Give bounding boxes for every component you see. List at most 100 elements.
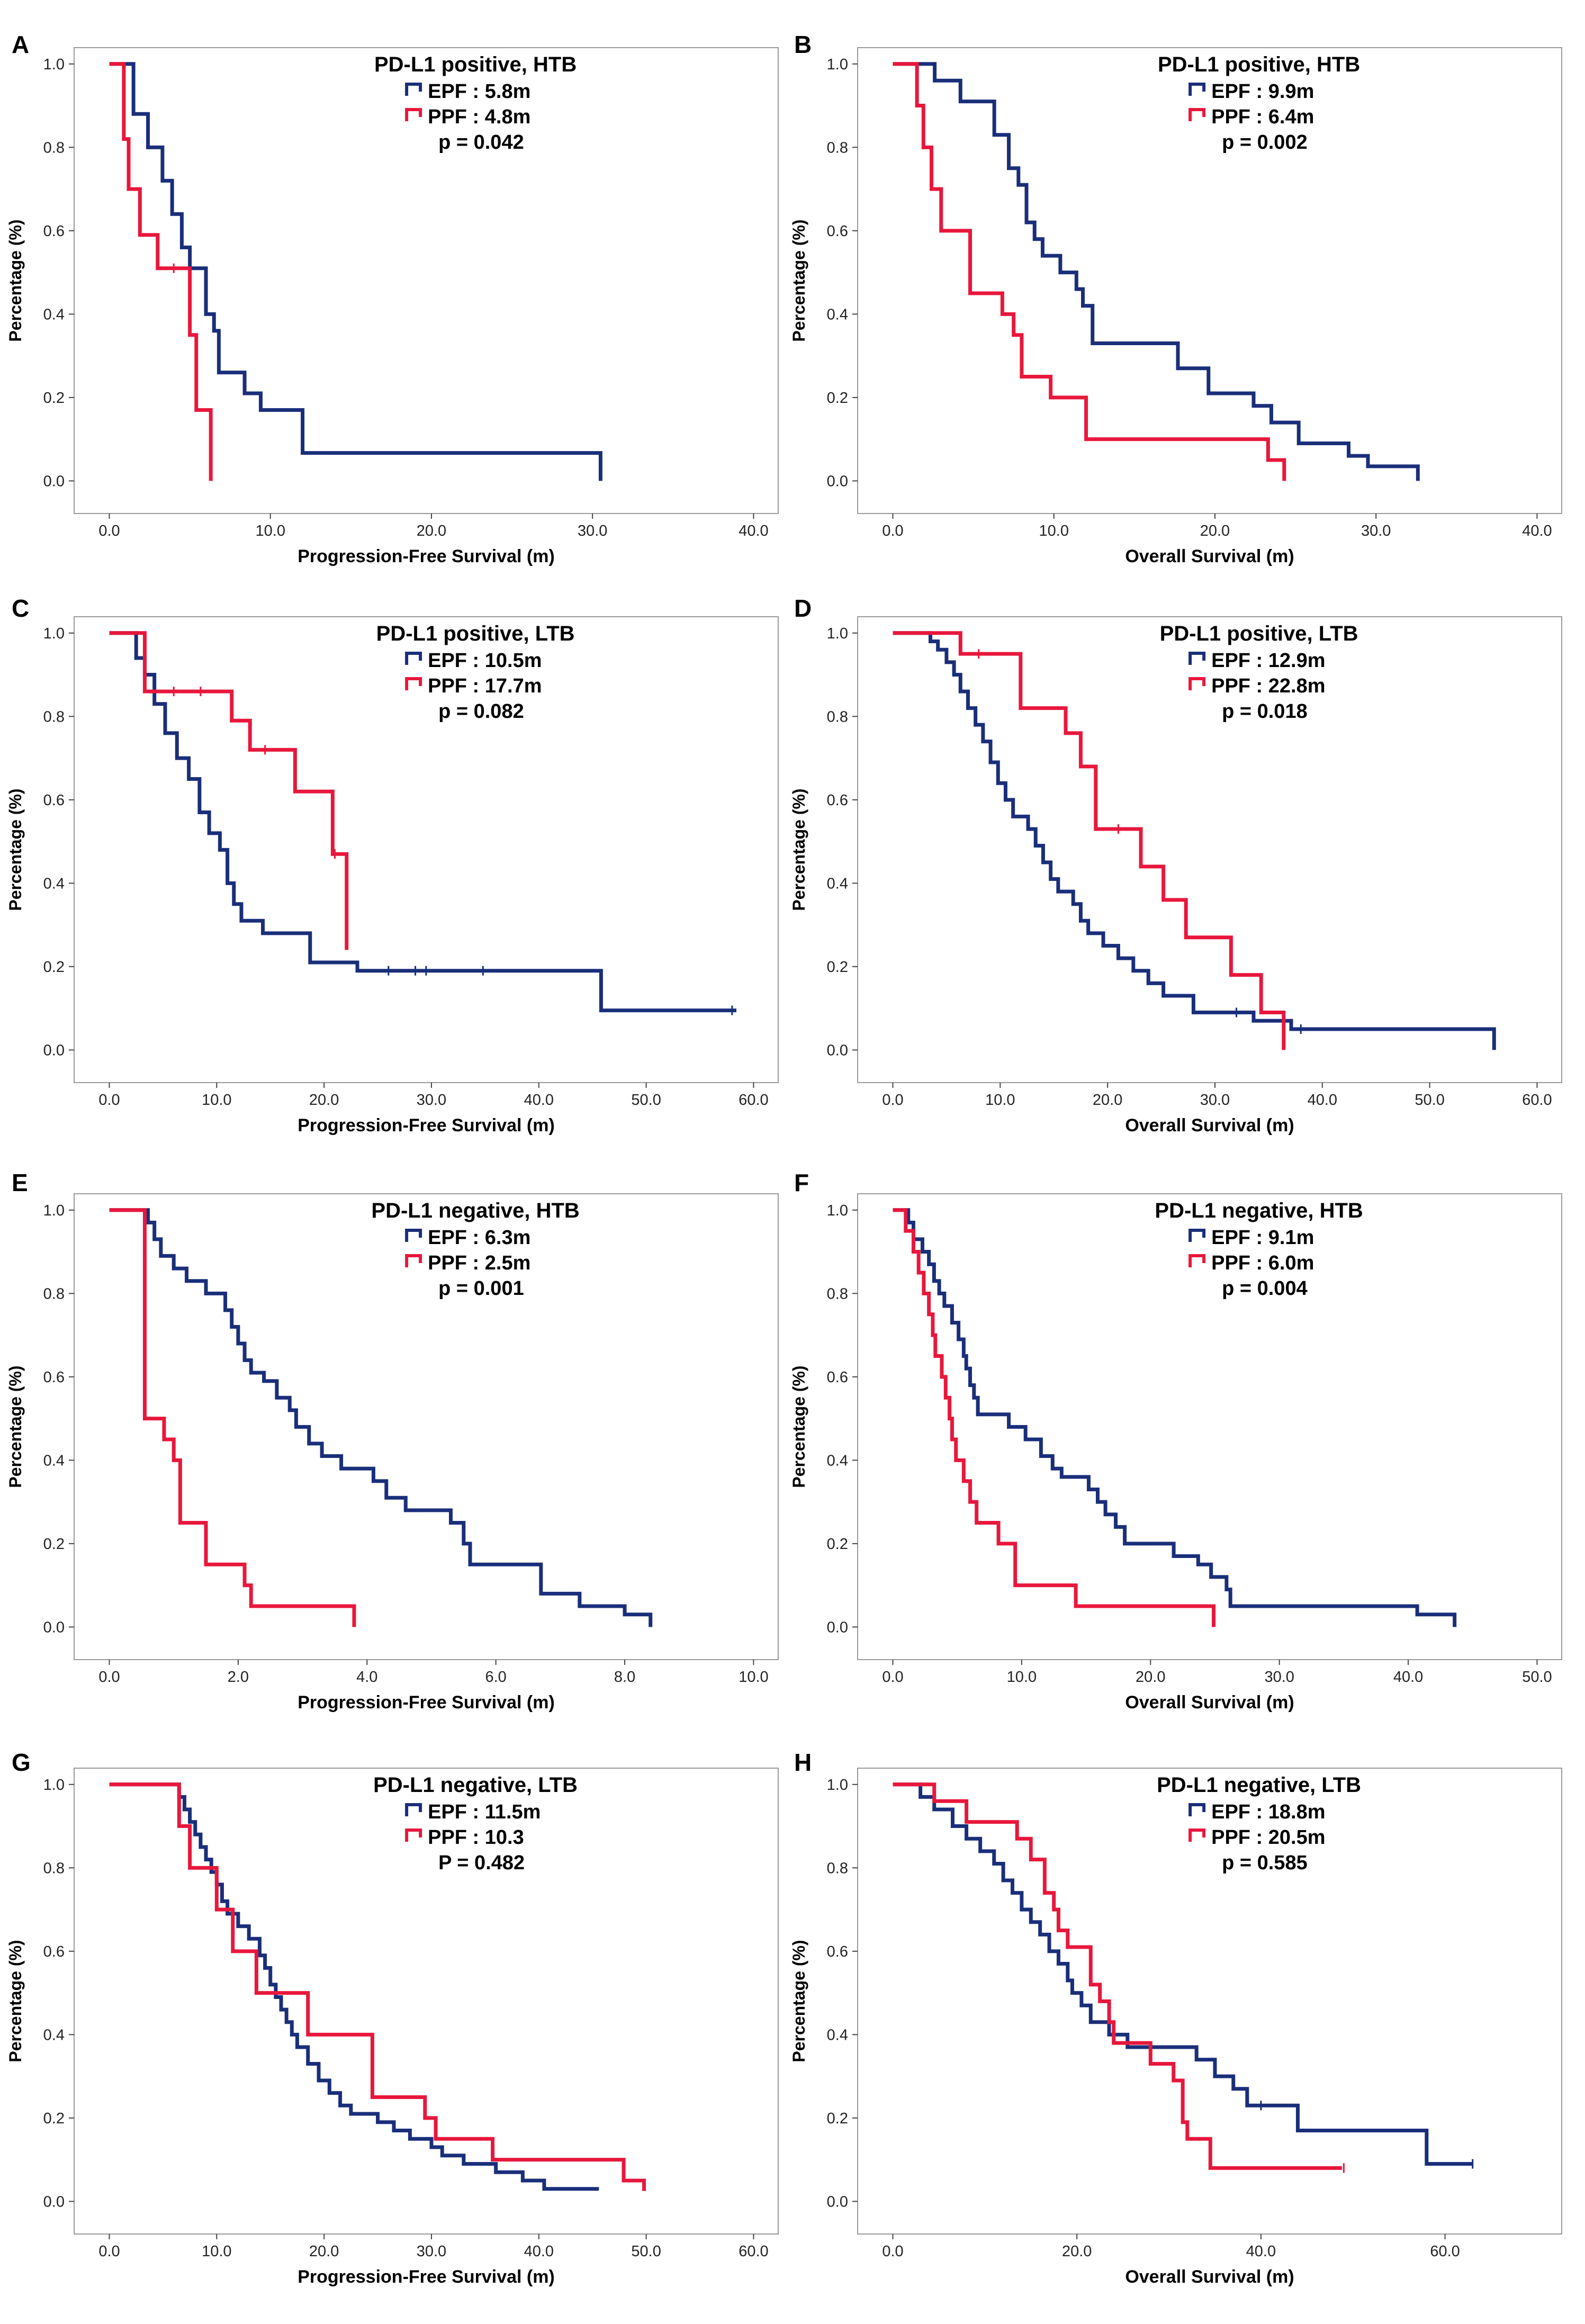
plot-frame: [74, 1193, 779, 1660]
y-axis-label: Percentage (%): [6, 219, 25, 341]
km-curve-epf: [893, 1782, 1473, 2166]
y-tick-label: 0.8: [43, 1860, 65, 1877]
y-tick-label: 0.8: [827, 139, 848, 156]
km-panel-c: C 0.0 0.2 0.4 0.6 0.8 1.0 0.0 10.0 20.0 30.0 40.0 50…: [6, 594, 779, 1136]
legend-title: PD-L1 positive, HTB: [1158, 53, 1360, 76]
x-tick-label: 20.0: [417, 523, 446, 539]
km-curve-ppf: [109, 1782, 646, 2191]
y-tick-label: 0.0: [827, 1042, 848, 1059]
legend-title: PD-L1 positive, LTB: [1160, 622, 1358, 645]
legend-title: PD-L1 negative, HTB: [371, 1199, 579, 1222]
y-tick-label: 0.0: [827, 1619, 848, 1636]
x-tick-label: 50.0: [1415, 1092, 1444, 1109]
x-tick-label: 30.0: [578, 523, 607, 539]
x-tick-label: 4.0: [356, 1669, 377, 1686]
y-tick-label: 0.2: [43, 390, 65, 407]
y-tick-label: 0.0: [43, 1042, 65, 1059]
x-tick-label: 40.0: [739, 523, 768, 539]
panel-letter: D: [794, 594, 812, 622]
legend-swatch-ppf: [1188, 677, 1206, 690]
y-tick-label: 0.8: [43, 708, 65, 725]
km-curve-ppf: [109, 631, 349, 950]
plot-frame: [74, 1768, 779, 2235]
x-tick-label: 20.0: [1093, 1092, 1122, 1109]
panel-letter: C: [12, 594, 29, 622]
plot-frame: [857, 47, 1562, 514]
y-tick-label: 0.0: [43, 2193, 65, 2210]
y-tick-label: 0.4: [43, 875, 65, 892]
x-tick-label: 50.0: [1522, 1669, 1552, 1686]
y-tick-label: 1.0: [827, 1202, 848, 1219]
km-curve-epf: [893, 62, 1420, 481]
panel-letter: A: [12, 31, 29, 58]
legend-label-ppf: PPF : 6.0m: [1211, 1252, 1314, 1274]
x-tick-label: 60.0: [739, 2243, 768, 2260]
y-tick-label: 0.4: [43, 306, 65, 323]
legend-swatch-ppf: [1188, 108, 1206, 121]
x-tick-label: 60.0: [739, 1092, 768, 1109]
km-curve-ppf: [893, 62, 1286, 481]
km-panel-h: H 0.0 0.2 0.4 0.6 0.8 1.0 0.0 20.0 40.0 60.0 Overal…: [789, 1749, 1562, 2287]
y-tick-label: 0.6: [43, 1369, 65, 1386]
y-tick-label: 0.0: [43, 473, 65, 490]
y-axis-label: Percentage (%): [789, 1365, 808, 1488]
legend-label-ppf: PPF : 6.4m: [1211, 106, 1314, 128]
x-axis-label: Progression-Free Survival (m): [298, 1692, 555, 1713]
km-panel-d: D 0.0 0.2 0.4 0.6 0.8 1.0 0.0 10.0 20.0 30.0 40.0 50…: [789, 594, 1562, 1136]
y-tick-label: 1.0: [827, 56, 848, 73]
plot-frame: [857, 616, 1562, 1083]
x-tick-label: 30.0: [1361, 523, 1391, 539]
y-tick-label: 0.6: [827, 792, 848, 809]
y-axis-label: Percentage (%): [789, 219, 808, 341]
x-tick-label: 0.0: [882, 2243, 903, 2260]
legend-swatch-ppf: [405, 1254, 422, 1267]
km-curve-ppf: [893, 631, 1286, 1050]
p-value: p = 0.001: [438, 1277, 524, 1300]
x-tick-label: 20.0: [1062, 2243, 1092, 2260]
p-value: p = 0.004: [1222, 1277, 1308, 1300]
y-tick-label: 0.2: [827, 1536, 848, 1553]
y-tick-label: 0.2: [827, 390, 848, 407]
x-tick-label: 40.0: [524, 2243, 554, 2260]
panel-letter: F: [794, 1169, 809, 1196]
x-tick-label: 0.0: [882, 523, 903, 539]
x-tick-label: 10.0: [985, 1092, 1015, 1109]
legend-label-ppf: PPF : 17.7m: [428, 675, 542, 697]
y-tick-label: 0.8: [827, 1860, 848, 1877]
y-tick-label: 0.0: [43, 1619, 65, 1636]
plot-frame: [857, 1768, 1562, 2235]
y-tick-label: 0.6: [827, 1369, 848, 1386]
x-axis-label: Progression-Free Survival (m): [298, 1115, 555, 1136]
x-tick-label: 30.0: [417, 1092, 446, 1109]
x-axis-label: Overall Survival (m): [1125, 2267, 1294, 2287]
legend-label-epf: EPF : 11.5m: [428, 1801, 541, 1823]
x-tick-label: 8.0: [614, 1669, 635, 1686]
panel-letter: H: [794, 1749, 812, 1776]
y-tick-label: 0.8: [43, 139, 65, 156]
legend-swatch-ppf: [405, 108, 422, 121]
x-tick-label: 10.0: [202, 1092, 231, 1109]
legend-label-epf: EPF : 12.9m: [1211, 650, 1325, 672]
legend-label-epf: EPF : 18.8m: [1211, 1801, 1325, 1823]
y-tick-label: 0.8: [43, 1285, 65, 1302]
x-tick-label: 2.0: [228, 1669, 249, 1686]
km-curve-ppf: [893, 1782, 1342, 2170]
km-curve-ppf: [109, 62, 213, 481]
y-axis-label: Percentage (%): [6, 788, 25, 911]
y-tick-label: 1.0: [43, 1777, 65, 1794]
km-curve-epf: [109, 1782, 599, 2191]
x-tick-label: 0.0: [98, 1092, 120, 1109]
legend-swatch-ppf: [1188, 1254, 1206, 1267]
legend-swatch-epf: [1188, 652, 1206, 665]
y-tick-label: 0.0: [827, 473, 848, 490]
legend-swatch-epf: [405, 83, 422, 96]
x-axis-label: Overall Survival (m): [1125, 1692, 1294, 1713]
x-tick-label: 30.0: [1200, 1092, 1230, 1109]
p-value: P = 0.482: [438, 1852, 525, 1874]
y-tick-label: 0.2: [43, 1536, 65, 1553]
x-tick-label: 0.0: [98, 2243, 120, 2260]
x-tick-label: 50.0: [631, 1092, 661, 1109]
y-tick-label: 1.0: [827, 1777, 848, 1794]
x-tick-label: 0.0: [98, 1669, 120, 1686]
